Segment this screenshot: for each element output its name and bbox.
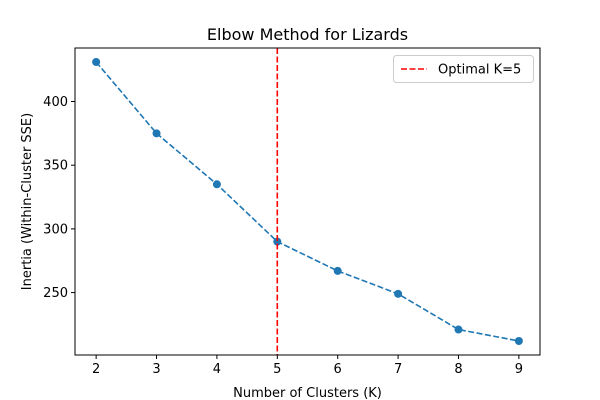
data-point bbox=[514, 336, 523, 345]
x-tick-label: 7 bbox=[394, 362, 402, 377]
data-point bbox=[454, 325, 463, 334]
x-tick-label: 5 bbox=[273, 362, 281, 377]
y-tick-label: 400 bbox=[43, 95, 68, 110]
data-point bbox=[212, 180, 221, 189]
data-point bbox=[152, 129, 161, 138]
data-point bbox=[394, 289, 403, 298]
legend-label-optimal-k: Optimal K=5 bbox=[438, 63, 521, 78]
x-tick-label: 8 bbox=[454, 362, 462, 377]
y-tick-label: 250 bbox=[43, 286, 68, 301]
x-tick-label: 6 bbox=[334, 362, 342, 377]
data-point bbox=[273, 237, 282, 246]
x-axis-ticks: 2 3 4 5 6 7 8 9 bbox=[92, 355, 523, 377]
x-axis-label: Number of Clusters (K) bbox=[233, 386, 382, 400]
plot-area bbox=[92, 48, 523, 355]
plot-frame bbox=[74, 47, 541, 356]
series-line bbox=[95, 61, 520, 342]
data-point bbox=[92, 58, 101, 67]
y-tick-label: 350 bbox=[43, 159, 68, 174]
y-axis-ticks: 250 300 350 400 bbox=[43, 95, 75, 301]
chart-title: Elbow Method for Lizards bbox=[207, 25, 408, 44]
x-tick-label: 4 bbox=[213, 362, 221, 377]
x-tick-label: 2 bbox=[92, 362, 100, 377]
data-point bbox=[333, 266, 342, 275]
legend-box bbox=[393, 55, 534, 83]
x-tick-label: 9 bbox=[515, 362, 523, 377]
x-tick-label: 3 bbox=[152, 362, 160, 377]
legend: Optimal K=5 bbox=[393, 55, 534, 83]
y-tick-label: 300 bbox=[43, 222, 68, 237]
y-axis-label: Inertia (Within-Cluster SSE) bbox=[20, 113, 35, 290]
